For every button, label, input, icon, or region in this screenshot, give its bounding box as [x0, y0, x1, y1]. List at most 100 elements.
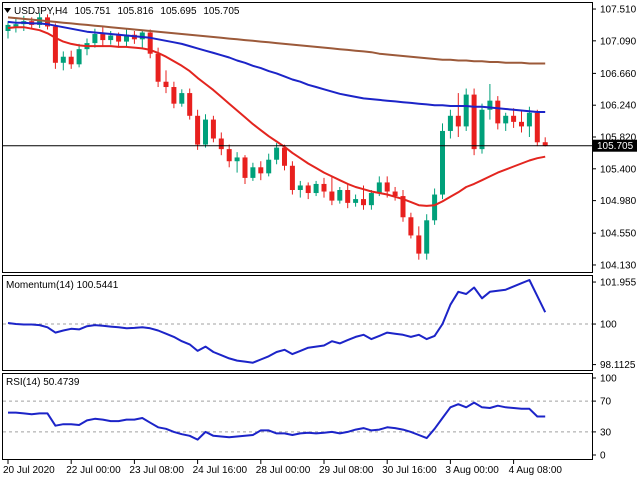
candle: [100, 26, 106, 47]
time-tick-label: 4 Aug 08:00: [509, 465, 563, 476]
candle-body: [266, 159, 272, 174]
candle-body: [68, 56, 74, 65]
candle-body: [163, 81, 169, 88]
price-tick-label: 104.550: [600, 229, 637, 240]
price-tick-label: 106.660: [600, 69, 637, 80]
current-price-label: 105.705: [597, 141, 634, 152]
candle-body: [155, 53, 161, 82]
price-tick-label: 104.980: [600, 196, 637, 207]
momentum-tick-label: 98.1125: [600, 360, 636, 371]
candle: [503, 112, 509, 131]
candle-body: [400, 196, 406, 218]
candle: [68, 50, 74, 69]
candle: [242, 155, 248, 184]
candle: [297, 180, 303, 198]
momentum-title: Momentum(14) 100.5441: [6, 280, 119, 291]
candle-body: [242, 157, 248, 178]
momentum-tick-label: 101.955: [600, 278, 637, 289]
header-open: 105.751: [75, 6, 112, 17]
ma-fast-line: [7, 26, 546, 207]
candle-body: [353, 199, 359, 203]
candle-body: [226, 149, 232, 162]
momentum-axis: 101.955 100 98.1125: [592, 278, 637, 371]
momentum-pane: 101.955 100 98.1125 Momentum(14) 100.5441: [2, 275, 637, 371]
candle-body: [179, 93, 185, 104]
candle: [289, 161, 295, 195]
momentum-line: [7, 279, 547, 364]
candle-body: [534, 112, 540, 143]
time-tick-label: 23 Jul 08:00: [129, 465, 184, 476]
candle-body: [519, 121, 524, 127]
candle-body: [361, 199, 366, 206]
candle-body: [250, 167, 256, 178]
candle-body: [274, 147, 280, 160]
candle-body: [337, 190, 343, 201]
candle-body: [289, 165, 295, 191]
candle-body: [392, 191, 398, 197]
candle-body: [234, 157, 240, 162]
candle: [266, 153, 272, 177]
candle: [542, 137, 548, 147]
candle-body: [487, 100, 493, 110]
candle: [163, 70, 169, 94]
candle: [60, 51, 66, 71]
candle: [313, 180, 319, 197]
candle-body: [511, 115, 517, 122]
rsi-pane: 100 70 30 0 RSI(14) 50.4739: [2, 373, 617, 462]
candle-body: [313, 183, 319, 194]
candle: [353, 194, 359, 207]
candle: [345, 183, 351, 209]
candle: [368, 190, 374, 210]
candle: [147, 29, 153, 59]
candle-body: [108, 35, 114, 41]
candlestick-plot: [3, 12, 592, 260]
candle-body: [479, 109, 485, 150]
candle: [392, 186, 398, 201]
candle: [274, 143, 280, 165]
candle-body: [139, 32, 145, 40]
candle-body: [432, 194, 438, 221]
momentum-plot: [3, 279, 592, 364]
candle: [124, 29, 129, 47]
candle: [171, 81, 177, 109]
candle-body: [100, 34, 106, 41]
price-tick-label: 105.400: [600, 164, 637, 175]
candle: [226, 144, 232, 168]
candle-body: [503, 115, 509, 124]
candle: [416, 226, 422, 260]
candle-body: [124, 34, 129, 42]
candle-body: [416, 235, 422, 254]
candle-body: [345, 190, 351, 203]
candle: [210, 115, 216, 143]
candle-body: [440, 130, 445, 195]
candle: [282, 144, 287, 171]
candle: [321, 177, 327, 198]
candle-body: [203, 119, 208, 145]
time-tick-label: 24 Jul 16:00: [193, 465, 248, 476]
rsi-plot: [3, 400, 592, 441]
rsi-axis: 100 70 30 0: [592, 374, 617, 462]
rsi-pane-frame: [2, 373, 593, 460]
ma-mid-line: [7, 20, 546, 113]
candle: [195, 109, 201, 150]
candle-body: [147, 32, 153, 54]
candle-body: [92, 34, 98, 44]
price-tick-label: 107.090: [600, 36, 637, 47]
candle: [337, 186, 343, 204]
time-tick-label: 28 Jul 00:00: [256, 465, 311, 476]
symbol-menu-icon[interactable]: [4, 8, 11, 13]
candle: [250, 162, 256, 181]
rsi-line: [8, 401, 546, 441]
candle: [187, 88, 193, 120]
header-symbol: USDJPY,H4: [14, 6, 68, 17]
candle: [52, 23, 58, 69]
rsi-tick-label: 100: [600, 374, 617, 385]
chart-header: USDJPY,H4 105.751 105.816 105.695 105.70…: [14, 6, 240, 17]
candle: [440, 123, 445, 200]
candle-body: [408, 217, 414, 236]
candle: [463, 88, 469, 131]
candle-body: [542, 142, 548, 146]
price-tick-label: 104.130: [600, 260, 637, 271]
candle-body: [495, 100, 501, 124]
candle: [305, 182, 311, 200]
